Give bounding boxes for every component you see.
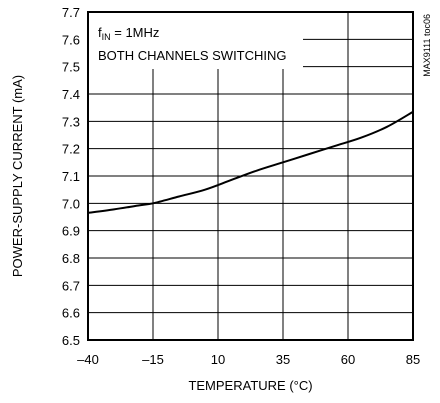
x-tick-labels: –40 –15 10 35 60 85 <box>77 352 420 367</box>
y-tick-label: 7.0 <box>62 196 80 211</box>
series-layer <box>87 110 414 214</box>
x-tick-label: –15 <box>142 352 164 367</box>
annotation-background <box>89 13 303 69</box>
series-line <box>87 110 414 214</box>
y-tick-label: 7.4 <box>62 87 80 102</box>
y-tick-label: 6.8 <box>62 251 80 266</box>
y-tick-label: 7.2 <box>62 142 80 157</box>
x-tick-label: 10 <box>211 352 225 367</box>
annotation-frequency-value: = 1MHz <box>111 25 160 40</box>
y-tick-label: 6.5 <box>62 333 80 348</box>
y-tick-label: 6.9 <box>62 224 80 239</box>
x-tick-label: –40 <box>77 352 99 367</box>
plot-frame <box>87 11 414 341</box>
y-tick-label: 7.3 <box>62 114 80 129</box>
y-axis-title: POWER-SUPPLY CURRENT (mA) <box>10 75 25 277</box>
annotation-condition: BOTH CHANNELS SWITCHING <box>98 48 287 63</box>
y-tick-label: 6.6 <box>62 306 80 321</box>
y-tick-label: 7.5 <box>62 60 80 75</box>
annotation-frequency: fIN = 1MHz <box>98 25 159 42</box>
figure-id-note: MAX9111 toc06 <box>422 14 432 77</box>
x-tick-label: 60 <box>341 352 355 367</box>
y-tick-label: 7.1 <box>62 169 80 184</box>
x-tick-label: 85 <box>406 352 420 367</box>
annotation-subscript: IN <box>102 32 111 42</box>
annotation-f: f <box>98 25 102 40</box>
y-tick-labels: 6.5 6.6 6.7 6.8 6.9 7.0 7.1 7.2 7.3 7.4 7.5 7.6 7.7 <box>62 5 80 348</box>
y-tick-label: 7.6 <box>62 32 80 47</box>
x-axis-title: TEMPERATURE (°C) <box>188 378 312 393</box>
x-tick-label: 35 <box>276 352 290 367</box>
y-tick-label: 7.7 <box>62 5 80 20</box>
y-tick-label: 6.7 <box>62 278 80 293</box>
